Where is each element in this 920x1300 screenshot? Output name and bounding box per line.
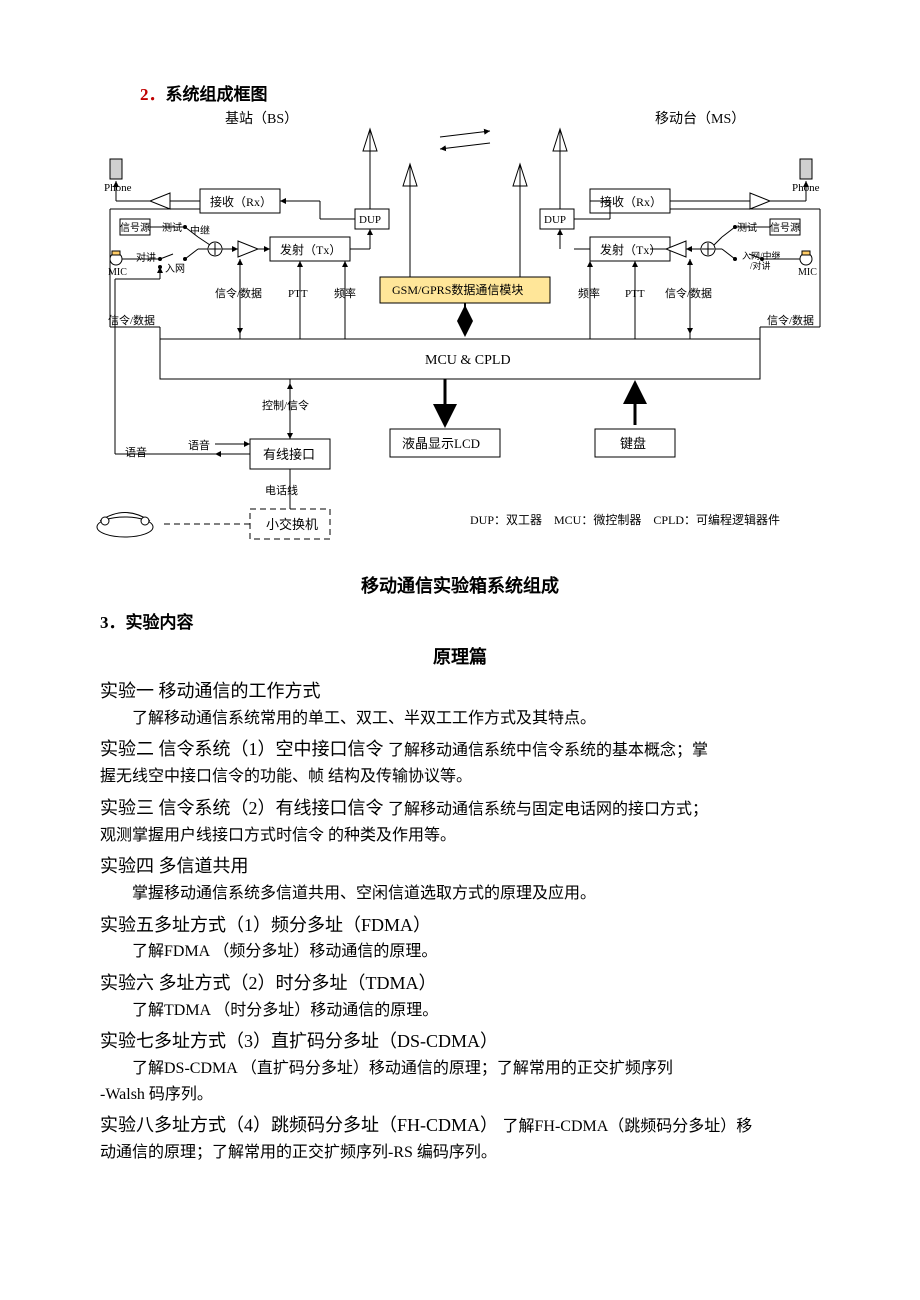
svg-text:语音: 语音 [188, 438, 210, 452]
svg-text:MIC: MIC [798, 267, 817, 278]
svg-text:信令/数据: 信令/数据 [665, 286, 712, 300]
bs-label: 基站（BS） [225, 110, 298, 127]
heading-text: 系统组成框图 [166, 85, 268, 104]
svg-text:PTT: PTT [288, 288, 308, 300]
svg-text:GSM/GPRS数据通信模块: GSM/GPRS数据通信模块 [392, 282, 523, 297]
svg-text:有线接口: 有线接口 [263, 447, 315, 462]
svg-text:电话线: 电话线 [265, 483, 298, 497]
svg-text:对讲: 对讲 [136, 251, 156, 264]
telephone-icon [97, 513, 153, 538]
svg-text:入网: 入网 [165, 263, 185, 275]
svg-text:信号源: 信号源 [120, 221, 150, 234]
svg-text:语音: 语音 [125, 445, 147, 459]
svg-text:液晶显示LCD: 液晶显示LCD [402, 436, 480, 451]
diagram-caption: 移动通信实验箱系统组成 [100, 572, 820, 598]
section-3-heading: 3．实验内容 [100, 608, 820, 633]
principles-heading: 原理篇 [100, 643, 820, 669]
phone-icon: Phone [104, 159, 132, 194]
svg-text:信令/数据: 信令/数据 [215, 286, 262, 300]
exp1-desc: 了解移动通信系统常用的单工、双工、半双工工作方式及其特点。 [100, 706, 820, 732]
exp8-desc2: 动通信的原理；了解常用的正交扩频序列-RS 编码序列。 [100, 1140, 820, 1166]
legend-text: DUP：双工器 MCU：微控制器 CPLD：可编程逻辑器件 [470, 512, 780, 527]
exp4-desc: 掌握移动通信系统多信道共用、空闲信道选取方式的原理及应用。 [100, 881, 820, 907]
exp3-desc2: 观测掌握用户线接口方式时信令 的种类及作用等。 [100, 823, 820, 849]
svg-text:中继: 中继 [190, 224, 210, 237]
svg-text:频率: 频率 [578, 286, 600, 300]
exp5-title: 实验五多址方式（1）频分多址（FDMA） [100, 911, 820, 940]
svg-text:接收（Rx）: 接收（Rx） [210, 194, 272, 209]
svg-text:小交换机: 小交换机 [266, 517, 318, 532]
exp4-title: 实验四 多信道共用 [100, 852, 820, 881]
exp2-title: 实验二 信令系统（1）空中接口信令 了解移动通信系统中信令系统的基本概念；掌 [100, 735, 820, 764]
ms-label: 移动台（MS） [655, 111, 745, 127]
svg-text:/对讲: /对讲 [750, 260, 771, 271]
svg-text:MCU & CPLD: MCU & CPLD [425, 353, 511, 368]
svg-text:MIC: MIC [108, 267, 127, 278]
svg-text:键盘: 键盘 [620, 436, 646, 451]
svg-text:信号源: 信号源 [770, 221, 800, 234]
exp5-desc: 了解FDMA （频分多址）移动通信的原理。 [100, 939, 820, 965]
exp2-desc2: 握无线空中接口信令的功能、帧 结构及传输协议等。 [100, 764, 820, 790]
exp3-title: 实验三 信令系统（2）有线接口信令 了解移动通信系统与固定电话网的接口方式； [100, 794, 820, 823]
document-page: 2．系统组成框图 基站（BS） 移动台（MS） [0, 0, 920, 1226]
exp7-desc: 了解DS-CDMA （直扩码分多址）移动通信的原理；了解常用的正交扩频序列 [100, 1056, 820, 1082]
svg-text:DUP: DUP [544, 214, 566, 226]
section-2-heading: 2．系统组成框图 [140, 80, 820, 105]
exp6-title: 实验六 多址方式（2）时分多址（TDMA） [100, 969, 820, 998]
exp8-title: 实验八多址方式（4）跳频码分多址（FH-CDMA） 了解FH-CDMA（跳频码分… [100, 1111, 820, 1140]
heading-number: 2． [140, 85, 166, 104]
exp1-title: 实验一 移动通信的工作方式 [100, 677, 820, 706]
exp6-desc: 了解TDMA （时分多址）移动通信的原理。 [100, 998, 820, 1024]
svg-text:信令/数据: 信令/数据 [767, 313, 814, 327]
exp7-desc2: -Walsh 码序列。 [100, 1082, 820, 1108]
svg-text:控制/信令: 控制/信令 [262, 398, 309, 412]
system-block-diagram: 基站（BS） 移动台（MS） Phone Phone [70, 109, 850, 554]
exp7-title: 实验七多址方式（3）直扩码分多址（DS-CDMA） [100, 1027, 820, 1056]
svg-text:Phone: Phone [104, 182, 132, 194]
svg-text:发射（Tx）: 发射（Tx） [280, 242, 341, 257]
svg-text:DUP: DUP [359, 214, 381, 226]
